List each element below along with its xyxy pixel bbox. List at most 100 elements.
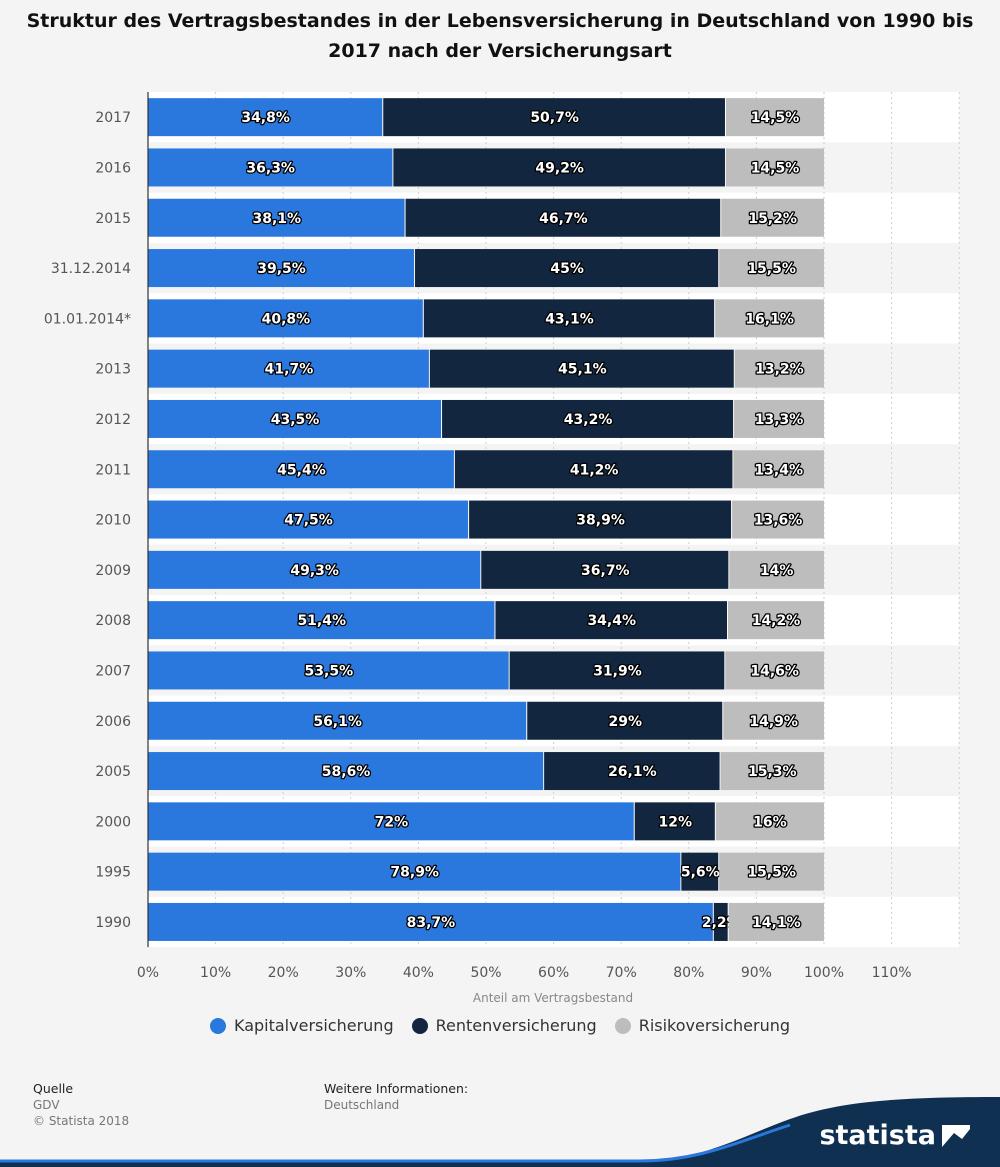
legend-marker-kapital	[209, 1017, 226, 1034]
category-label: 2015	[95, 211, 131, 227]
x-tick-label: 30%	[335, 965, 366, 981]
category-label: 2007	[95, 663, 131, 679]
bar-risiko	[725, 651, 824, 690]
category-label: 01.01.2014*	[44, 311, 131, 327]
data-label: 26,1%	[608, 764, 657, 780]
bar-kapital	[148, 601, 495, 640]
data-label: 29%	[608, 714, 642, 730]
chart-title: Struktur des Vertragsbestandes in der Le…	[26, 10, 974, 62]
data-label: 49,2%	[535, 160, 584, 176]
data-label: 14,2%	[752, 613, 801, 629]
bar-risiko	[719, 249, 824, 288]
legend-label-kapital: Kapitalversicherung	[233, 1016, 394, 1035]
bar-kapital	[148, 550, 481, 589]
data-label: 13,6%	[754, 513, 803, 529]
source-name[interactable]: GDV	[33, 1098, 60, 1112]
data-label: 34,8%	[241, 110, 290, 126]
bar-risiko	[725, 98, 824, 137]
x-tick-label: 80%	[673, 965, 704, 981]
data-label: 5,6%	[681, 865, 720, 881]
bar-kapital	[148, 349, 429, 388]
bar-kapital	[148, 249, 415, 288]
category-label: 2009	[95, 563, 131, 579]
bar-renten	[415, 249, 719, 288]
bar-kapital	[148, 752, 544, 791]
data-label: 83,7%	[407, 915, 456, 931]
legend-label-renten: Rentenversicherung	[435, 1016, 597, 1035]
bar-renten	[634, 802, 715, 841]
bar-risiko	[728, 601, 824, 640]
bar-risiko	[721, 198, 824, 237]
copyright: © Statista 2018	[33, 1114, 130, 1128]
bar-kapital	[148, 399, 442, 438]
bar-renten	[681, 852, 719, 891]
bar-kapital	[148, 852, 681, 891]
bar-kapital	[148, 902, 713, 941]
category-label: 31.12.2014	[51, 261, 131, 277]
bar-risiko	[715, 802, 824, 841]
category-label: 2005	[95, 764, 131, 780]
data-label: 51,4%	[297, 613, 346, 629]
x-tick-label: 110%	[872, 965, 912, 981]
data-label: 50,7%	[530, 110, 579, 126]
bar-renten	[481, 550, 729, 589]
statista-logo-icon	[942, 1124, 970, 1147]
x-tick-label: 60%	[538, 965, 569, 981]
x-tick-label: 20%	[268, 965, 299, 981]
x-tick-label: 100%	[804, 965, 844, 981]
legend-item-renten[interactable]: Rentenversicherung	[411, 1016, 597, 1035]
x-axis-title: Anteil am Vertragsbestand	[473, 991, 633, 1005]
category-label: 2010	[95, 513, 131, 529]
category-label: 2000	[95, 814, 131, 830]
data-label: 15,3%	[748, 764, 797, 780]
data-label: 58,6%	[322, 764, 371, 780]
bar-risiko	[732, 500, 824, 539]
bar-renten	[495, 601, 728, 640]
bar-renten	[442, 399, 734, 438]
data-label: 36,3%	[246, 160, 295, 176]
data-label: 43,2%	[564, 412, 613, 428]
data-label: 72%	[375, 814, 409, 830]
bar-risiko	[719, 852, 824, 891]
bar-renten	[509, 651, 725, 690]
stacked-bar-chart: 34,8% 50,7% 14,5% 2017 36,3% 49,2% 14,5% 2016 38…	[44, 92, 960, 1005]
bar-kapital	[148, 299, 423, 338]
data-label: 45,4%	[277, 462, 326, 478]
x-tick-label: 70%	[606, 965, 637, 981]
statista-logo[interactable]: statista	[819, 1120, 970, 1151]
data-label: 46,7%	[539, 211, 588, 227]
data-label: 45,1%	[558, 362, 607, 378]
bar-kapital	[148, 450, 454, 489]
data-label: 31,9%	[593, 663, 642, 679]
data-label: 16,1%	[745, 311, 794, 327]
legend-item-kapital[interactable]: Kapitalversicherung	[209, 1016, 394, 1035]
bar-risiko	[734, 349, 824, 388]
data-label: 34,4%	[587, 613, 636, 629]
source-block: Quelle GDV © Statista 2018	[33, 1081, 129, 1129]
data-label: 41,7%	[265, 362, 314, 378]
bar-kapital	[148, 148, 393, 187]
x-tick-label: 10%	[200, 965, 231, 981]
data-label: 15,5%	[747, 261, 796, 277]
category-label: 1990	[95, 915, 131, 931]
bar-kapital	[148, 651, 509, 690]
data-label: 14%	[760, 563, 794, 579]
bar-renten	[527, 701, 723, 740]
data-label: 13,4%	[754, 462, 803, 478]
info-heading: Weitere Informationen:	[324, 1081, 469, 1096]
x-tick-label: 40%	[403, 965, 434, 981]
data-label: 47,5%	[284, 513, 333, 529]
bar-kapital	[148, 701, 527, 740]
data-label: 43,5%	[271, 412, 320, 428]
bar-risiko	[723, 701, 824, 740]
legend-item-risiko[interactable]: Risikoversicherung	[614, 1016, 790, 1035]
source-heading: Quelle	[33, 1081, 74, 1096]
data-label: 16%	[753, 814, 787, 830]
x-tick-label: 0%	[137, 965, 159, 981]
bar-kapital	[148, 802, 634, 841]
category-label: 2008	[95, 613, 131, 629]
bar-risiko	[725, 148, 824, 187]
bar-renten	[544, 752, 720, 791]
data-label: 36,7%	[581, 563, 630, 579]
x-tick-label: 90%	[741, 965, 772, 981]
